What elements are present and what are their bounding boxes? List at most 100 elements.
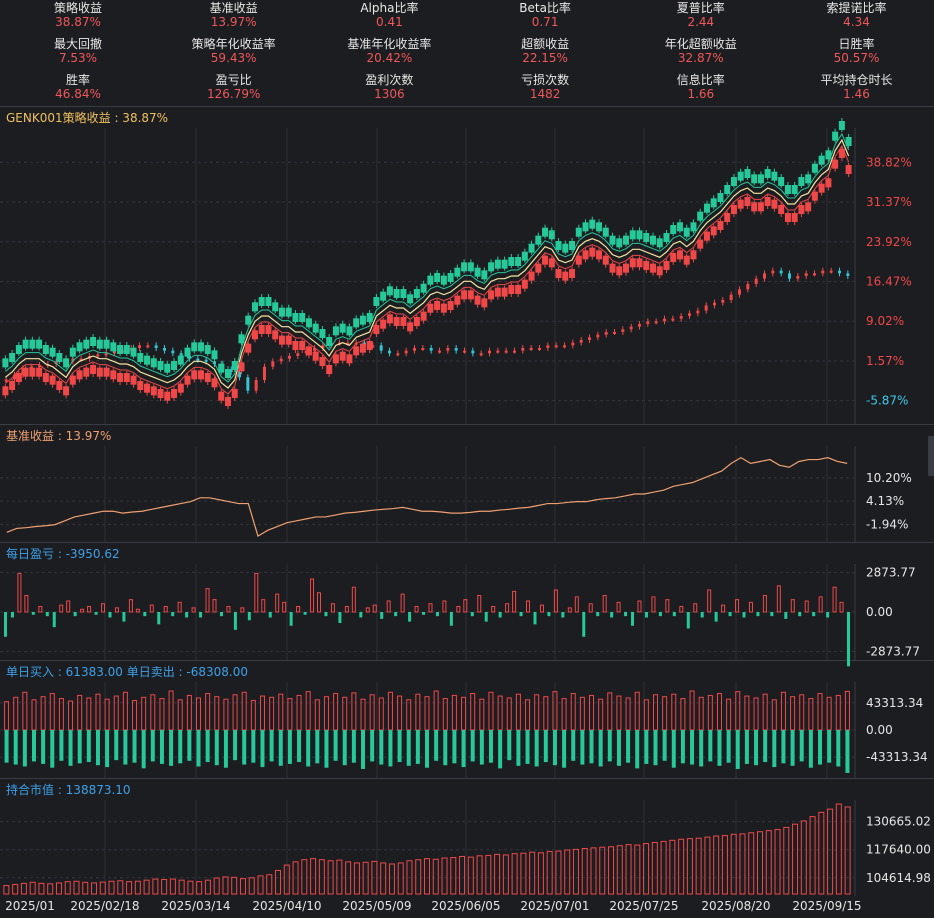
bench-candle <box>213 361 216 364</box>
bench-candle <box>563 345 566 348</box>
stat-value: 7.53% <box>58 51 98 65</box>
x-tick-label: 2025/05/09 <box>342 899 411 913</box>
pnl-bar <box>735 599 740 613</box>
x-tick-label: 2025/02/18 <box>70 899 139 913</box>
pnl-bar <box>212 599 217 613</box>
bench-candle <box>429 348 433 351</box>
holding-bar <box>134 880 141 895</box>
pnl-bar <box>380 612 384 619</box>
pnl-bar <box>644 612 648 618</box>
pnl-bar <box>310 578 315 613</box>
holding-bar <box>397 862 404 895</box>
stat-value: 1482 <box>529 87 561 101</box>
bench-candle <box>654 321 658 324</box>
bench-candle <box>271 361 275 367</box>
holding-bar <box>669 839 676 895</box>
bench-candle <box>146 345 150 348</box>
stat-label: 平均持仓时长 <box>820 73 893 87</box>
panel-title: 基准收益 : 13.97% <box>6 429 111 443</box>
sell-bar <box>342 730 347 766</box>
pnl-bar <box>631 612 635 626</box>
sell-bar <box>543 730 548 763</box>
holding-bar <box>178 879 185 895</box>
bench-candle <box>188 356 191 359</box>
holding-bar <box>590 847 597 895</box>
y-tick-label: 4.13% <box>866 494 904 508</box>
pnl-bar <box>728 612 732 617</box>
stat-17: 平均持仓时长 1.46 <box>779 73 934 101</box>
holding-bar <box>608 846 615 895</box>
stat-value: 0.71 <box>531 15 559 29</box>
bench-candle <box>321 345 325 348</box>
x-tick-label: 2025/03/14 <box>161 899 230 913</box>
pnl-bar <box>149 604 154 613</box>
stat-label: 信息比率 <box>676 73 725 87</box>
sell-bar <box>671 730 676 768</box>
holding-bar <box>564 849 571 895</box>
pnl-bar <box>73 612 77 617</box>
sell-bar <box>31 730 36 762</box>
stat-14: 盈利次数 1306 <box>311 73 467 101</box>
sell-bar <box>799 730 804 762</box>
stat-1: 基准收益 13.97% <box>156 1 312 29</box>
sell-bar <box>534 730 539 767</box>
stat-10: 年化超额收益 32.87% <box>623 37 779 65</box>
sell-bar <box>754 730 759 766</box>
holding-bar <box>388 863 395 895</box>
pnl-bar <box>31 612 35 615</box>
bench-candle <box>779 270 783 274</box>
pnl-bar <box>742 612 746 618</box>
holding-bar <box>827 808 834 895</box>
sell-bar <box>626 730 631 763</box>
holding-bar <box>792 823 799 895</box>
holding-bar <box>739 833 746 895</box>
y-tick-label: 38.82% <box>866 155 912 169</box>
sell-bar <box>735 730 740 769</box>
bench-candle <box>804 273 808 276</box>
pnl-bar <box>177 601 182 613</box>
bench-candle <box>246 377 250 391</box>
sell-bar <box>470 730 475 762</box>
sell-bar <box>827 730 832 763</box>
bench-candle <box>154 345 158 348</box>
pnl-bar <box>602 595 607 613</box>
pnl-bar <box>624 612 628 617</box>
sell-bar <box>635 730 640 769</box>
sell-bar <box>680 730 685 764</box>
holding-bar <box>12 883 19 895</box>
holding-bar <box>774 829 781 895</box>
sell-bar <box>123 730 128 765</box>
holding-bar <box>283 864 290 895</box>
holding-bar <box>529 851 536 895</box>
pnl-bar <box>498 612 502 618</box>
pnl-bar <box>289 612 293 626</box>
bench-candle <box>438 350 441 353</box>
sell-bar <box>169 730 174 766</box>
sell-bar <box>479 730 484 765</box>
pnl-bar <box>94 612 98 615</box>
stat-label: 超额收益 <box>521 37 570 51</box>
y-tick-label: 43313.34 <box>866 696 923 710</box>
bench-candle <box>596 334 600 338</box>
sell-bar <box>351 730 356 763</box>
pnl-bar <box>547 612 551 617</box>
bench-candle <box>729 294 733 300</box>
pnl-bar <box>770 612 774 617</box>
pnl-bar <box>588 603 593 613</box>
sell-bar <box>22 730 27 767</box>
sell-bar <box>196 730 201 767</box>
stat-6: 最大回撤 7.53% <box>0 37 156 65</box>
holding-bar <box>713 835 720 895</box>
sell-bar <box>41 730 46 764</box>
bench-candle <box>838 270 841 274</box>
holding-bar <box>380 862 387 895</box>
bench-candle <box>529 348 533 350</box>
bench-candle <box>279 358 283 362</box>
holding-bar <box>432 858 439 895</box>
pnl-bar <box>351 586 356 613</box>
pnl-bar <box>707 589 712 613</box>
sell-bar <box>306 730 311 767</box>
stat-value: 1.46 <box>843 87 870 101</box>
sell-bar <box>214 730 219 766</box>
panel-title: 每日盈亏 : -3950.62 <box>6 546 120 561</box>
